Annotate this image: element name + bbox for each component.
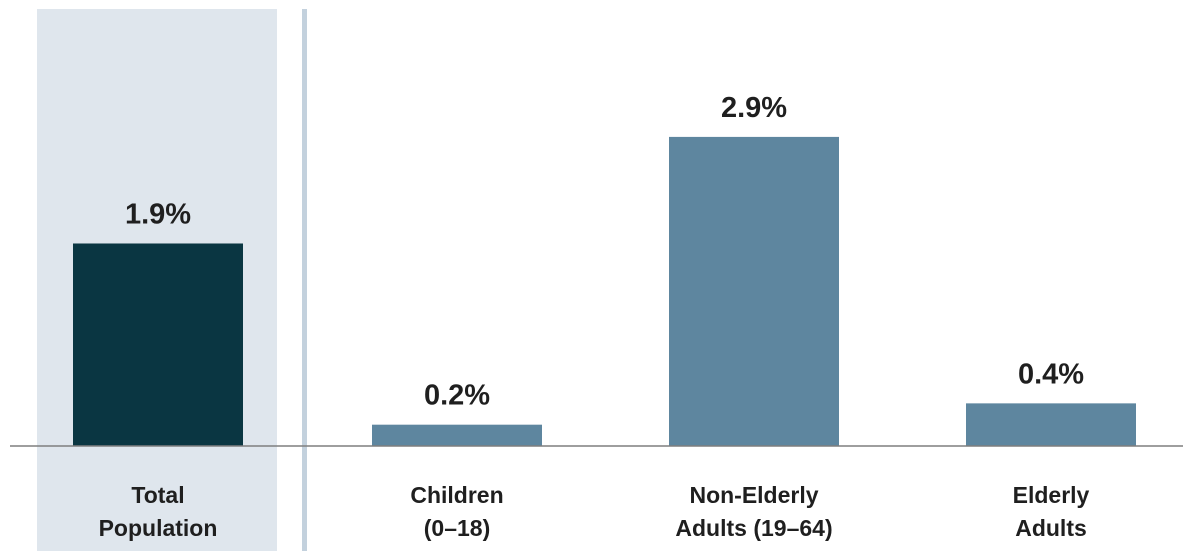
bars-group: [73, 136, 1136, 446]
category-label-line: Children: [410, 482, 503, 508]
bar-3: [966, 403, 1136, 446]
category-label-line: Total: [131, 482, 184, 508]
panel-divider: [302, 9, 307, 551]
category-label-line: Elderly: [1013, 482, 1090, 508]
category-label-line: Population: [99, 515, 218, 541]
category-label-0: Total Population: [99, 482, 218, 541]
labels-group: 1.9% Total Population 0.2% Children (0–18) 2.9…: [99, 92, 1090, 541]
category-label-1: Children (0–18): [410, 482, 503, 541]
bar-2: [669, 136, 839, 446]
category-label-3: Elderly Adults: [1013, 482, 1090, 541]
category-label-2: Non-Elderly Adults (19–64): [675, 482, 832, 541]
category-label-line: Adults (19–64): [675, 515, 832, 541]
value-label-0: 1.9%: [125, 198, 191, 230]
value-label-1: 0.2%: [424, 380, 490, 412]
category-label-line: Adults: [1015, 515, 1087, 541]
value-label-3: 0.4%: [1018, 358, 1084, 390]
category-label-line: Non-Elderly: [689, 482, 818, 508]
value-label-2: 2.9%: [721, 92, 787, 124]
bar-1: [372, 424, 542, 446]
category-label-line: (0–18): [424, 515, 490, 541]
bar-0: [73, 243, 243, 446]
